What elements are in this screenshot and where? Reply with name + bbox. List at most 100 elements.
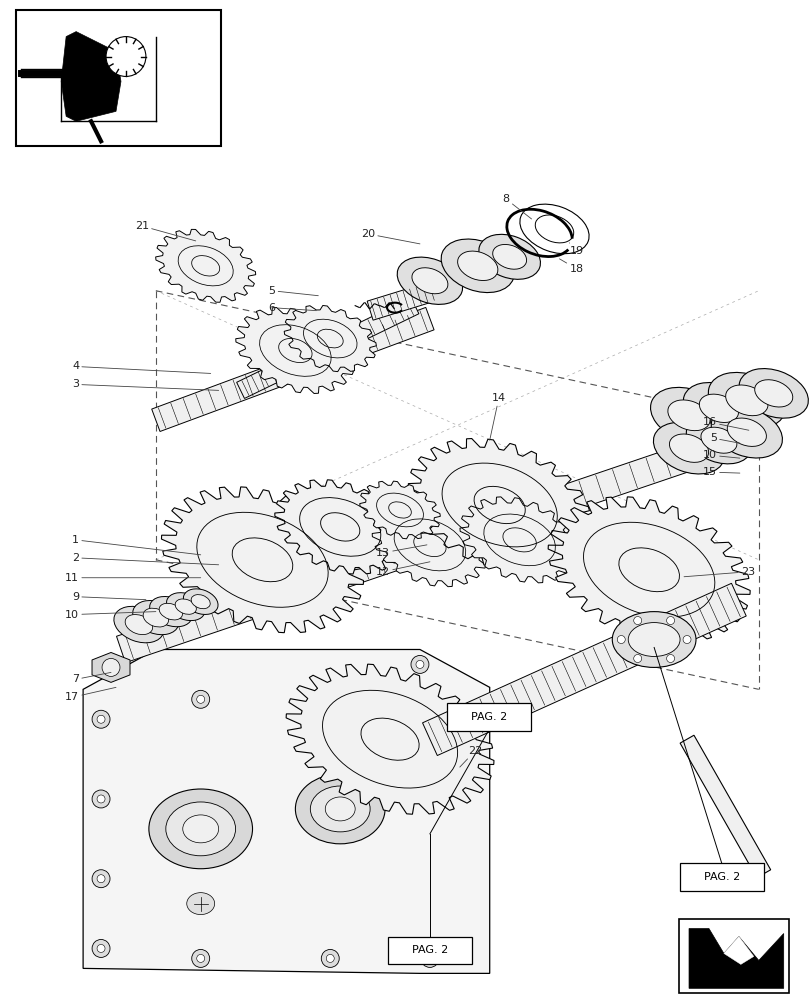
Circle shape (92, 710, 109, 728)
Ellipse shape (653, 422, 723, 474)
Ellipse shape (700, 427, 736, 453)
Ellipse shape (650, 387, 727, 443)
Polygon shape (723, 937, 753, 964)
Polygon shape (359, 481, 440, 539)
Circle shape (410, 655, 428, 673)
Ellipse shape (183, 589, 218, 614)
Text: PAG. 2: PAG. 2 (470, 712, 506, 722)
Ellipse shape (397, 257, 462, 304)
Text: PAG. 2: PAG. 2 (703, 872, 739, 882)
Ellipse shape (478, 234, 540, 279)
Polygon shape (367, 281, 437, 320)
FancyBboxPatch shape (680, 863, 763, 891)
Circle shape (191, 949, 209, 967)
Circle shape (97, 795, 105, 803)
Ellipse shape (165, 802, 235, 856)
Circle shape (633, 655, 641, 662)
Text: 23: 23 (683, 567, 754, 577)
Ellipse shape (628, 623, 680, 656)
Text: 22: 22 (459, 746, 482, 767)
Polygon shape (83, 649, 489, 973)
Polygon shape (116, 437, 713, 663)
Circle shape (97, 875, 105, 883)
Ellipse shape (668, 434, 708, 462)
FancyBboxPatch shape (446, 703, 530, 731)
Polygon shape (459, 497, 578, 583)
Circle shape (92, 939, 109, 957)
Circle shape (633, 617, 641, 625)
Polygon shape (156, 229, 255, 302)
Text: 6: 6 (268, 303, 316, 313)
Text: 16: 16 (702, 417, 748, 430)
Ellipse shape (125, 615, 152, 635)
Text: 4: 4 (72, 361, 210, 373)
Polygon shape (285, 664, 493, 814)
Polygon shape (235, 308, 354, 393)
Ellipse shape (738, 369, 808, 418)
Circle shape (106, 37, 146, 76)
Text: 8: 8 (502, 194, 531, 219)
Circle shape (102, 658, 120, 676)
Ellipse shape (725, 385, 767, 416)
Ellipse shape (295, 774, 384, 844)
Ellipse shape (132, 601, 178, 635)
Text: 20: 20 (361, 229, 419, 244)
Ellipse shape (175, 599, 196, 614)
Ellipse shape (707, 372, 784, 428)
Text: 12: 12 (375, 562, 429, 577)
Bar (678, 919, 787, 993)
Text: 10: 10 (65, 610, 156, 620)
Text: 17: 17 (65, 687, 116, 702)
Text: 14: 14 (489, 393, 505, 440)
Text: 5: 5 (268, 286, 318, 296)
Ellipse shape (685, 417, 751, 464)
Text: 10: 10 (702, 450, 739, 460)
Circle shape (196, 954, 204, 962)
Text: 5: 5 (709, 433, 739, 443)
Polygon shape (152, 307, 434, 431)
Polygon shape (236, 298, 418, 398)
Ellipse shape (411, 268, 448, 294)
Text: 19: 19 (569, 243, 583, 256)
Polygon shape (422, 583, 745, 756)
Polygon shape (371, 503, 487, 587)
Text: 13: 13 (375, 545, 427, 558)
Circle shape (420, 949, 439, 967)
Ellipse shape (114, 606, 164, 643)
Ellipse shape (310, 786, 370, 832)
Circle shape (415, 660, 423, 668)
Circle shape (666, 655, 674, 662)
Circle shape (682, 636, 690, 644)
Ellipse shape (182, 815, 218, 843)
Ellipse shape (457, 251, 497, 281)
Text: 3: 3 (72, 379, 218, 390)
Ellipse shape (611, 612, 695, 667)
Polygon shape (547, 497, 749, 643)
Circle shape (326, 954, 334, 962)
Ellipse shape (166, 593, 204, 621)
Polygon shape (92, 652, 130, 682)
Ellipse shape (148, 789, 252, 869)
Text: 21: 21 (135, 221, 195, 241)
Circle shape (426, 954, 433, 962)
Text: PAG. 2: PAG. 2 (411, 945, 448, 955)
Text: 2: 2 (72, 553, 218, 565)
Polygon shape (408, 439, 590, 571)
Ellipse shape (440, 239, 513, 293)
Ellipse shape (187, 893, 214, 915)
Polygon shape (161, 487, 363, 633)
Ellipse shape (667, 400, 710, 431)
Polygon shape (689, 929, 783, 988)
Ellipse shape (727, 418, 766, 446)
Ellipse shape (698, 394, 737, 422)
Ellipse shape (149, 597, 191, 627)
Text: 1: 1 (72, 535, 200, 555)
Polygon shape (284, 305, 375, 372)
Text: 15: 15 (702, 467, 739, 477)
Text: 7: 7 (72, 672, 111, 684)
Text: 9: 9 (72, 592, 146, 602)
Ellipse shape (710, 406, 782, 458)
Text: 11: 11 (65, 573, 200, 583)
Circle shape (321, 949, 339, 967)
Ellipse shape (492, 244, 526, 269)
